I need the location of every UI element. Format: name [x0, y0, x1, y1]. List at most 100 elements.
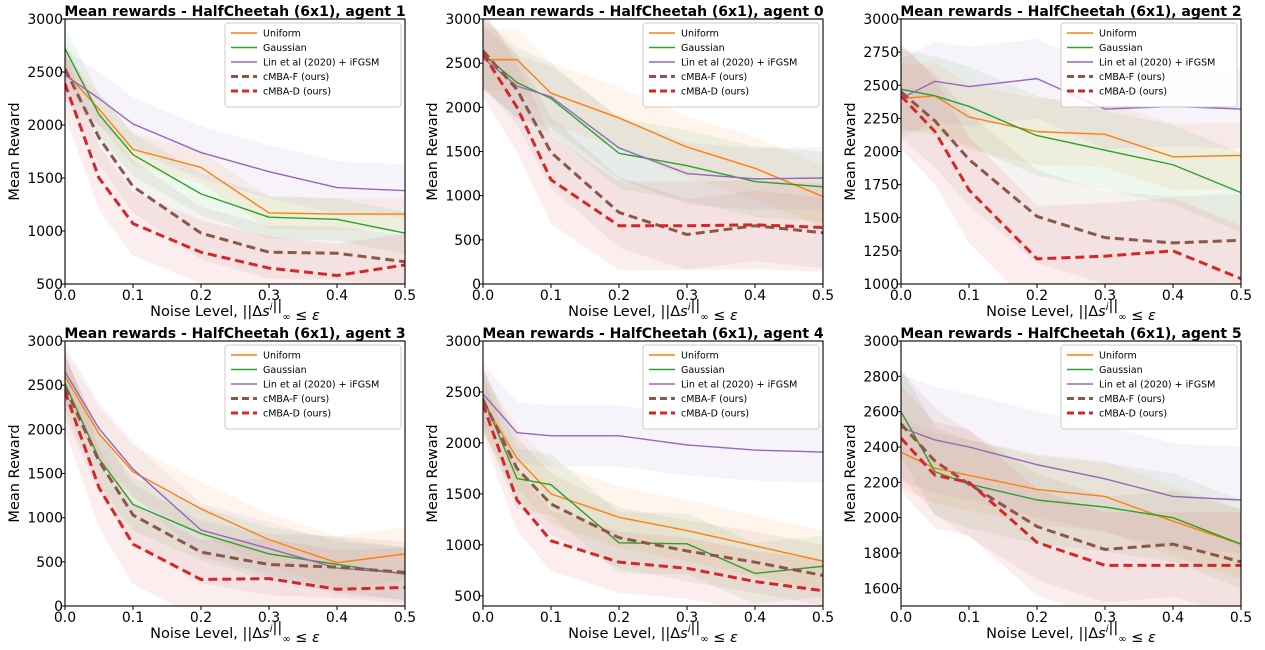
- y-axis-label: Mean Reward: [7, 424, 23, 522]
- x-tick-label: 0.2: [1026, 610, 1048, 626]
- legend-label: Uniform: [681, 351, 719, 362]
- legend: Uniform Gaussian Lin et al (2020) + iFGSM c…: [1060, 344, 1238, 430]
- plot-frame: [900, 340, 1242, 607]
- band-gaussian: [65, 356, 405, 601]
- x-tick-label: 0.5: [394, 610, 416, 626]
- y-tick-label: 1000: [863, 277, 899, 293]
- x-axis-label: Noise Level, ||Δsi||∞ ≤ ε: [150, 298, 320, 324]
- band-uniform: [901, 62, 1241, 190]
- y-tick-label: 3000: [445, 12, 481, 28]
- x-axis-label: Noise Level, ||Δsi||∞ ≤ ε: [568, 298, 738, 324]
- y-tick-label: 1750: [863, 178, 899, 194]
- y-tick-label: 500: [36, 555, 63, 571]
- band-uniform: [901, 416, 1241, 580]
- x-tick-label: 0.2: [608, 288, 630, 304]
- band-cmba-d-ours-: [65, 351, 405, 606]
- legend-label: Gaussian: [681, 365, 725, 376]
- series-line-gaussian: [901, 411, 1241, 545]
- legend-box: [224, 22, 402, 108]
- legend-label: Lin et al (2020) + iFGSM: [1099, 58, 1215, 69]
- band-cmba-f-ours-: [65, 42, 405, 284]
- legend-label: cMBA-F (ours): [681, 72, 747, 83]
- legend-label: cMBA-D (ours): [1099, 409, 1167, 420]
- band-cmba-d-ours-: [901, 385, 1241, 606]
- band-lin-et-al-2020-ifgsm: [65, 345, 405, 600]
- legend-box: [642, 344, 820, 430]
- legend-label: Gaussian: [1099, 43, 1143, 54]
- series-line-uniform: [65, 71, 405, 215]
- legend-label: Lin et al (2020) + iFGSM: [681, 58, 797, 69]
- x-tick-label: 0.0: [890, 288, 912, 304]
- band-cmba-d-ours-: [901, 42, 1241, 284]
- y-tick-label: 0: [54, 599, 63, 615]
- y-tick-label: 2500: [27, 65, 63, 81]
- y-tick-label: 2800: [863, 369, 899, 385]
- legend-label: cMBA-F (ours): [681, 394, 747, 405]
- x-axis-label: Noise Level, ||Δsi||∞ ≤ ε: [986, 620, 1156, 645]
- y-tick-label: 2250: [863, 111, 899, 127]
- x-axis-label: Noise Level, ||Δsi||∞ ≤ ε: [568, 620, 738, 645]
- legend-label: cMBA-F (ours): [1099, 394, 1165, 405]
- y-tick-label: 3000: [863, 12, 899, 28]
- legend-box: [1060, 22, 1238, 108]
- legend: Uniform Gaussian Lin et al (2020) + iFGSM c…: [642, 22, 820, 108]
- band-lin-et-al-2020-ifgsm: [65, 48, 405, 218]
- band-cmba-d-ours-: [65, 51, 405, 284]
- y-axis-label: Mean Reward: [425, 102, 441, 200]
- band-gaussian: [65, 27, 405, 255]
- y-tick-label: 500: [36, 277, 63, 293]
- legend-box: [642, 22, 820, 108]
- band-cmba-f-ours-: [483, 19, 823, 270]
- series-line-cmba-d-ours-: [901, 437, 1241, 567]
- y-tick-label: 3000: [27, 12, 63, 28]
- x-tick-label: 0.4: [326, 610, 348, 626]
- legend-label: Gaussian: [681, 43, 725, 54]
- series-line-lin-et-al-2020-ifgsm: [901, 426, 1241, 501]
- x-tick-label: 0.4: [1162, 610, 1184, 626]
- x-tick-label: 0.3: [258, 288, 280, 304]
- series-line-uniform: [901, 451, 1241, 545]
- y-tick-label: 3000: [27, 334, 63, 350]
- x-tick-label: 0.0: [54, 610, 76, 626]
- band-lin-et-al-2020-ifgsm: [483, 26, 823, 210]
- series-line-lin-et-al-2020-ifgsm: [483, 57, 823, 180]
- legend-label: cMBA-F (ours): [263, 394, 329, 405]
- y-tick-label: 2500: [445, 56, 481, 72]
- series-line-uniform: [483, 401, 823, 562]
- y-tick-label: 2000: [27, 118, 63, 134]
- series-line-lin-et-al-2020-ifgsm: [65, 74, 405, 192]
- y-tick-label: 1250: [863, 244, 899, 260]
- y-tick-label: 1500: [445, 145, 481, 161]
- y-tick-label: 1800: [863, 546, 899, 562]
- x-tick-label: 0.4: [1162, 288, 1184, 304]
- y-tick-label: 2200: [863, 475, 899, 491]
- series-line-cmba-d-ours-: [65, 83, 405, 278]
- y-tick-label: 1000: [27, 224, 63, 240]
- x-tick-label: 0.5: [1230, 288, 1252, 304]
- legend-label: cMBA-D (ours): [263, 409, 331, 420]
- subplot-3: 0.0 0.1 0.2 0.3 0.4 0.5 0 500 1000 1500 2000 2500 30…: [7, 326, 416, 646]
- x-axis-label: Noise Level, ||Δsi||∞ ≤ ε: [150, 620, 320, 645]
- series-line-cmba-f-ours-: [901, 90, 1241, 245]
- legend-label: Uniform: [263, 29, 301, 40]
- legend-label: Gaussian: [263, 365, 307, 376]
- y-tick-label: 1500: [445, 487, 481, 503]
- y-axis-label: Mean Reward: [843, 424, 859, 522]
- subplot-4: 0.0 0.1 0.2 0.3 0.4 0.5 500 1000 1500 2000 2500 300…: [425, 326, 834, 646]
- y-tick-label: 2500: [445, 385, 481, 401]
- legend-label: cMBA-D (ours): [681, 409, 749, 420]
- y-axis-label: Mean Reward: [7, 102, 23, 200]
- y-tick-label: 2000: [445, 436, 481, 452]
- x-tick-label: 0.0: [54, 288, 76, 304]
- y-tick-label: 2400: [863, 440, 899, 456]
- series-line-cmba-d-ours-: [901, 94, 1241, 281]
- x-tick-label: 0.1: [958, 288, 980, 304]
- band-cmba-f-ours-: [65, 356, 405, 604]
- y-tick-label: 1600: [863, 581, 899, 597]
- y-tick-label: 2000: [863, 145, 899, 161]
- x-tick-label: 0.3: [1094, 288, 1116, 304]
- x-tick-label: 0.2: [190, 610, 212, 626]
- chart-title: Mean rewards - HalfCheetah (6x1), agent …: [482, 4, 824, 20]
- band-lin-et-al-2020-ifgsm: [901, 374, 1241, 553]
